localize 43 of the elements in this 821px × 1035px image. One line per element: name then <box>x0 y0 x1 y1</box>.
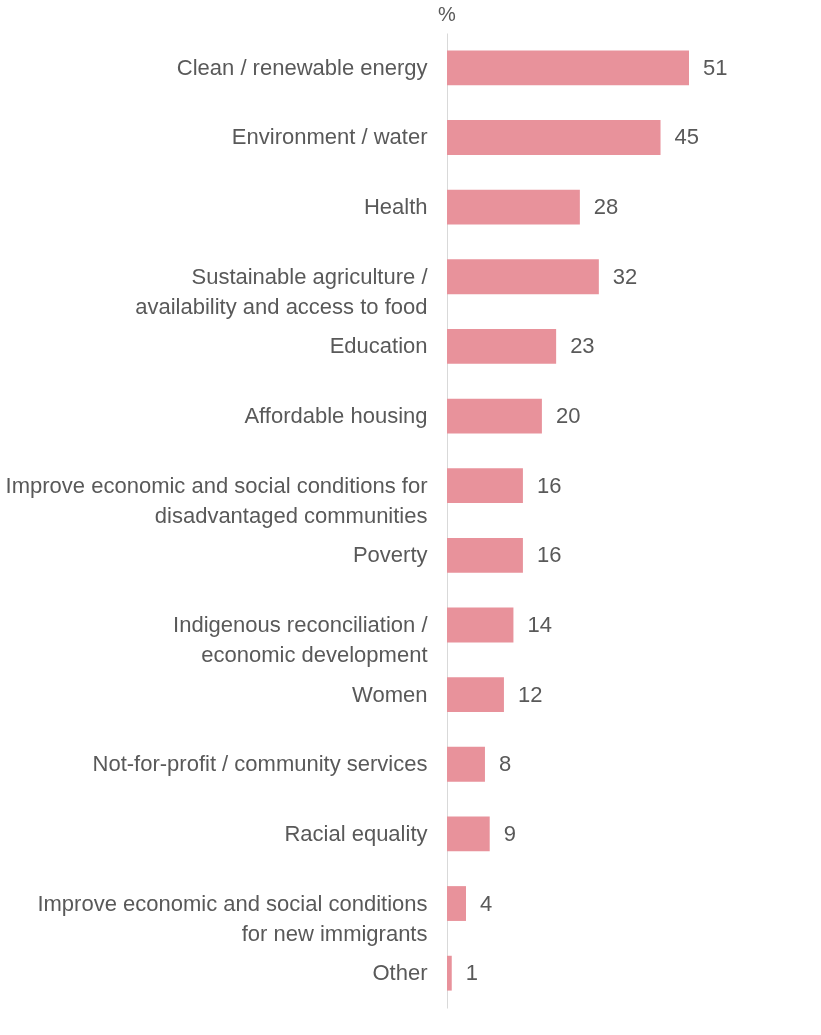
bar <box>447 886 466 921</box>
y-tick-label: Improve economic and social conditions for disadvantaged communities <box>5 472 428 528</box>
y-tick-label: Racial equality <box>284 820 428 846</box>
data-label: 1 <box>465 960 478 986</box>
y-tick-label: Women <box>352 681 428 707</box>
data-label: 8 <box>498 751 512 777</box>
data-label: 20 <box>555 403 581 429</box>
y-tick-label: Education <box>329 333 428 359</box>
bar <box>447 50 689 86</box>
data-label: 16 <box>536 472 562 498</box>
data-label: 28 <box>593 194 619 220</box>
y-tick-label: Clean / renewable energy <box>176 54 428 80</box>
y-tick-label: Health <box>363 194 428 220</box>
y-tick-label: Affordable housing <box>244 403 428 429</box>
data-label: 16 <box>536 542 562 568</box>
y-tick-label: Improve economic and social conditions for new immigrants <box>37 890 428 946</box>
bar <box>447 189 580 225</box>
y-tick-label: Other <box>372 960 428 986</box>
bar <box>447 607 514 643</box>
bar <box>447 746 485 782</box>
bar <box>447 328 557 364</box>
text: % <box>438 3 457 25</box>
y-tick-label: Environment / water <box>231 124 428 150</box>
bar <box>447 259 599 295</box>
y-tick-label: Sustainable agriculture / availability and access to food <box>135 263 429 319</box>
data-label: 23 <box>570 333 595 359</box>
data-label: 51 <box>703 54 728 80</box>
data-label: 14 <box>527 611 552 637</box>
y-tick-label: Poverty <box>352 542 428 568</box>
data-label: 4 <box>479 890 493 916</box>
data-label: 9 <box>503 820 516 846</box>
bar <box>447 955 452 991</box>
bar <box>447 398 542 434</box>
bar <box>447 816 490 852</box>
y-tick-label: Not-for-profit / community services <box>92 751 428 777</box>
bar <box>447 468 523 504</box>
data-label: 12 <box>517 681 543 707</box>
y-tick-label: Indigenous reconciliation / economic development <box>173 611 429 667</box>
bar <box>447 537 523 573</box>
bar <box>447 120 661 155</box>
data-label: 32 <box>612 263 638 289</box>
bar <box>447 677 504 713</box>
data-label: 45 <box>674 124 700 150</box>
